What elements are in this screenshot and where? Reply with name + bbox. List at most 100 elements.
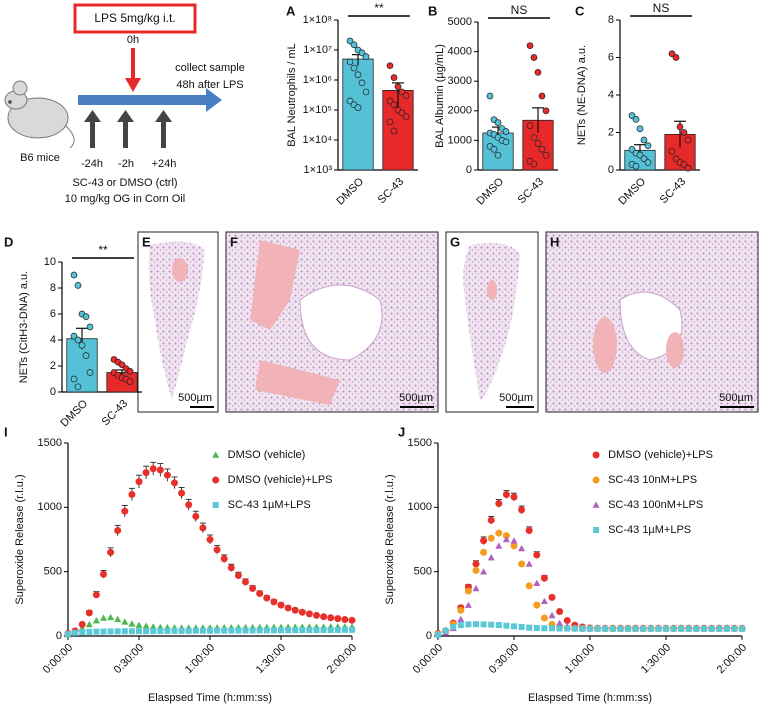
data-point: [390, 101, 398, 109]
data-point: [354, 71, 362, 79]
timeline-head: [206, 88, 222, 112]
histology-f: F 500µm: [225, 231, 439, 413]
data-point: [320, 626, 327, 633]
data-point: [464, 587, 472, 595]
data-point: [533, 579, 541, 587]
data-point: [636, 151, 644, 159]
data-point: [206, 536, 214, 543]
legend-marker: [592, 476, 600, 484]
lps-box: [73, 3, 197, 34]
data-point: [185, 501, 193, 509]
data-point: [394, 83, 402, 91]
data-point: [510, 537, 518, 544]
time-label: -24h: [81, 158, 103, 170]
data-point: [465, 621, 472, 628]
y-axis-label: BAL Neutrophils / mL: [286, 43, 298, 147]
data-point: [457, 606, 465, 614]
data-point: [398, 109, 406, 117]
data-point: [135, 478, 143, 486]
lps-label: LPS 5mg/kg i.t.: [94, 11, 175, 25]
data-point: [490, 145, 498, 153]
data-point: [533, 625, 540, 632]
data-point: [136, 628, 142, 635]
data-point: [538, 145, 546, 153]
data-point: [70, 375, 78, 383]
data-point: [114, 526, 122, 534]
data-point: [680, 161, 688, 168]
data-point: [390, 127, 398, 135]
data-point: [526, 42, 534, 50]
data-point: [670, 625, 677, 632]
data-point: [480, 548, 488, 556]
data-point: [256, 590, 264, 598]
data-point: [285, 627, 292, 634]
data-point: [502, 532, 510, 540]
data-point: [548, 611, 556, 619]
time-label: +24h: [152, 158, 177, 170]
data-point: [235, 627, 242, 634]
data-point: [74, 282, 82, 289]
time-label: -2h: [118, 158, 134, 170]
y-tick-label: 1×10⁶: [303, 74, 332, 86]
data-point: [494, 119, 502, 126]
data-point: [126, 378, 134, 385]
data-point: [678, 625, 685, 632]
data-point: [192, 627, 199, 634]
data-point: [270, 627, 277, 634]
data-point: [143, 628, 150, 635]
data-point: [542, 151, 550, 159]
y-tick-label: 0: [50, 386, 56, 398]
mice-label: B6 mice: [20, 152, 60, 164]
data-point: [86, 323, 94, 331]
y-tick-label: 0: [426, 630, 432, 642]
x-tick-label: 0:30:00: [487, 642, 521, 676]
data-point: [668, 50, 676, 58]
data-point: [178, 627, 185, 634]
data-point: [100, 628, 107, 635]
y-tick-label: 2000: [448, 105, 472, 117]
data-point: [548, 593, 556, 601]
data-point: [128, 628, 135, 635]
data-point: [348, 616, 356, 624]
data-point: [487, 554, 495, 561]
data-point: [480, 537, 488, 545]
data-point: [107, 548, 115, 556]
data-point: [632, 116, 640, 123]
data-point: [100, 570, 107, 578]
y-tick-label: 1×10⁴: [302, 134, 332, 146]
data-point: [534, 68, 542, 76]
data-point: [716, 625, 723, 632]
data-point: [684, 136, 692, 144]
x-axis-label: Elaspsed Time (h:mm:ss): [528, 692, 652, 704]
panel-letter: F: [230, 234, 238, 249]
legend-label: SC-43 1µM+LPS: [228, 499, 311, 511]
data-point: [263, 627, 270, 634]
data-point: [358, 79, 366, 87]
data-point: [534, 140, 542, 147]
data-point: [135, 621, 143, 628]
data-point: [221, 627, 228, 634]
data-point: [107, 628, 114, 635]
data-point: [142, 469, 150, 477]
data-point: [86, 628, 93, 635]
data-point: [390, 74, 398, 81]
dose-arrows: [84, 110, 172, 148]
data-point: [663, 625, 669, 632]
panel-letter: J: [398, 424, 405, 439]
y-tick-label: 1000: [448, 134, 472, 146]
data-point: [82, 313, 90, 320]
data-point: [450, 623, 457, 630]
data-point: [480, 568, 488, 575]
x-tick-label: DMSO: [616, 175, 648, 207]
data-point: [457, 615, 465, 623]
data-point: [313, 627, 320, 634]
x-tick-label: 1:30:00: [639, 642, 673, 676]
histology-h: H 500µm: [545, 231, 759, 413]
x-tick-label: 1:30:00: [254, 642, 288, 676]
data-point: [402, 113, 410, 121]
data-point: [644, 142, 652, 149]
scale-label: 500µm: [719, 392, 753, 404]
y-tick-label: 1×10⁵: [303, 104, 332, 116]
legend-label: SC-43 100nM+LPS: [608, 499, 703, 511]
y-tick-label: 8: [608, 14, 614, 26]
